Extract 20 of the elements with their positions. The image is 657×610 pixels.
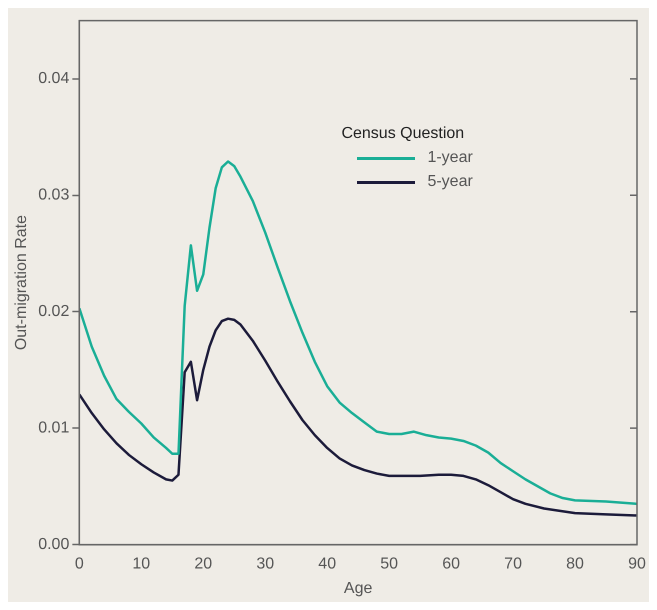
x-tick-label: 50 [380,556,398,573]
x-axis-title: Age [344,580,373,597]
x-tick-label: 30 [256,556,274,573]
x-tick-label: 40 [318,556,336,573]
x-tick-label: 60 [442,556,460,573]
x-tick-label: 70 [504,556,522,573]
y-tick-label: 0.04 [38,70,70,88]
x-tick-label: 10 [132,556,150,573]
legend-label: 1-year [427,149,473,168]
y-tick-label: 0.01 [38,420,70,437]
y-tick-label: 0.03 [38,186,70,204]
x-tick-label: 20 [194,556,212,573]
x-tick-label: 90 [628,556,646,573]
legend-label: 5-year [427,173,473,192]
y-tick-label: 0.02 [38,303,70,320]
x-tick-label: 80 [566,556,584,573]
legend-title: Census Question [341,125,466,144]
y-tick-label: 0.00 [38,536,70,554]
y-axis-title: Out-migration Rate [13,214,30,350]
x-tick-label: 0 [74,556,84,573]
